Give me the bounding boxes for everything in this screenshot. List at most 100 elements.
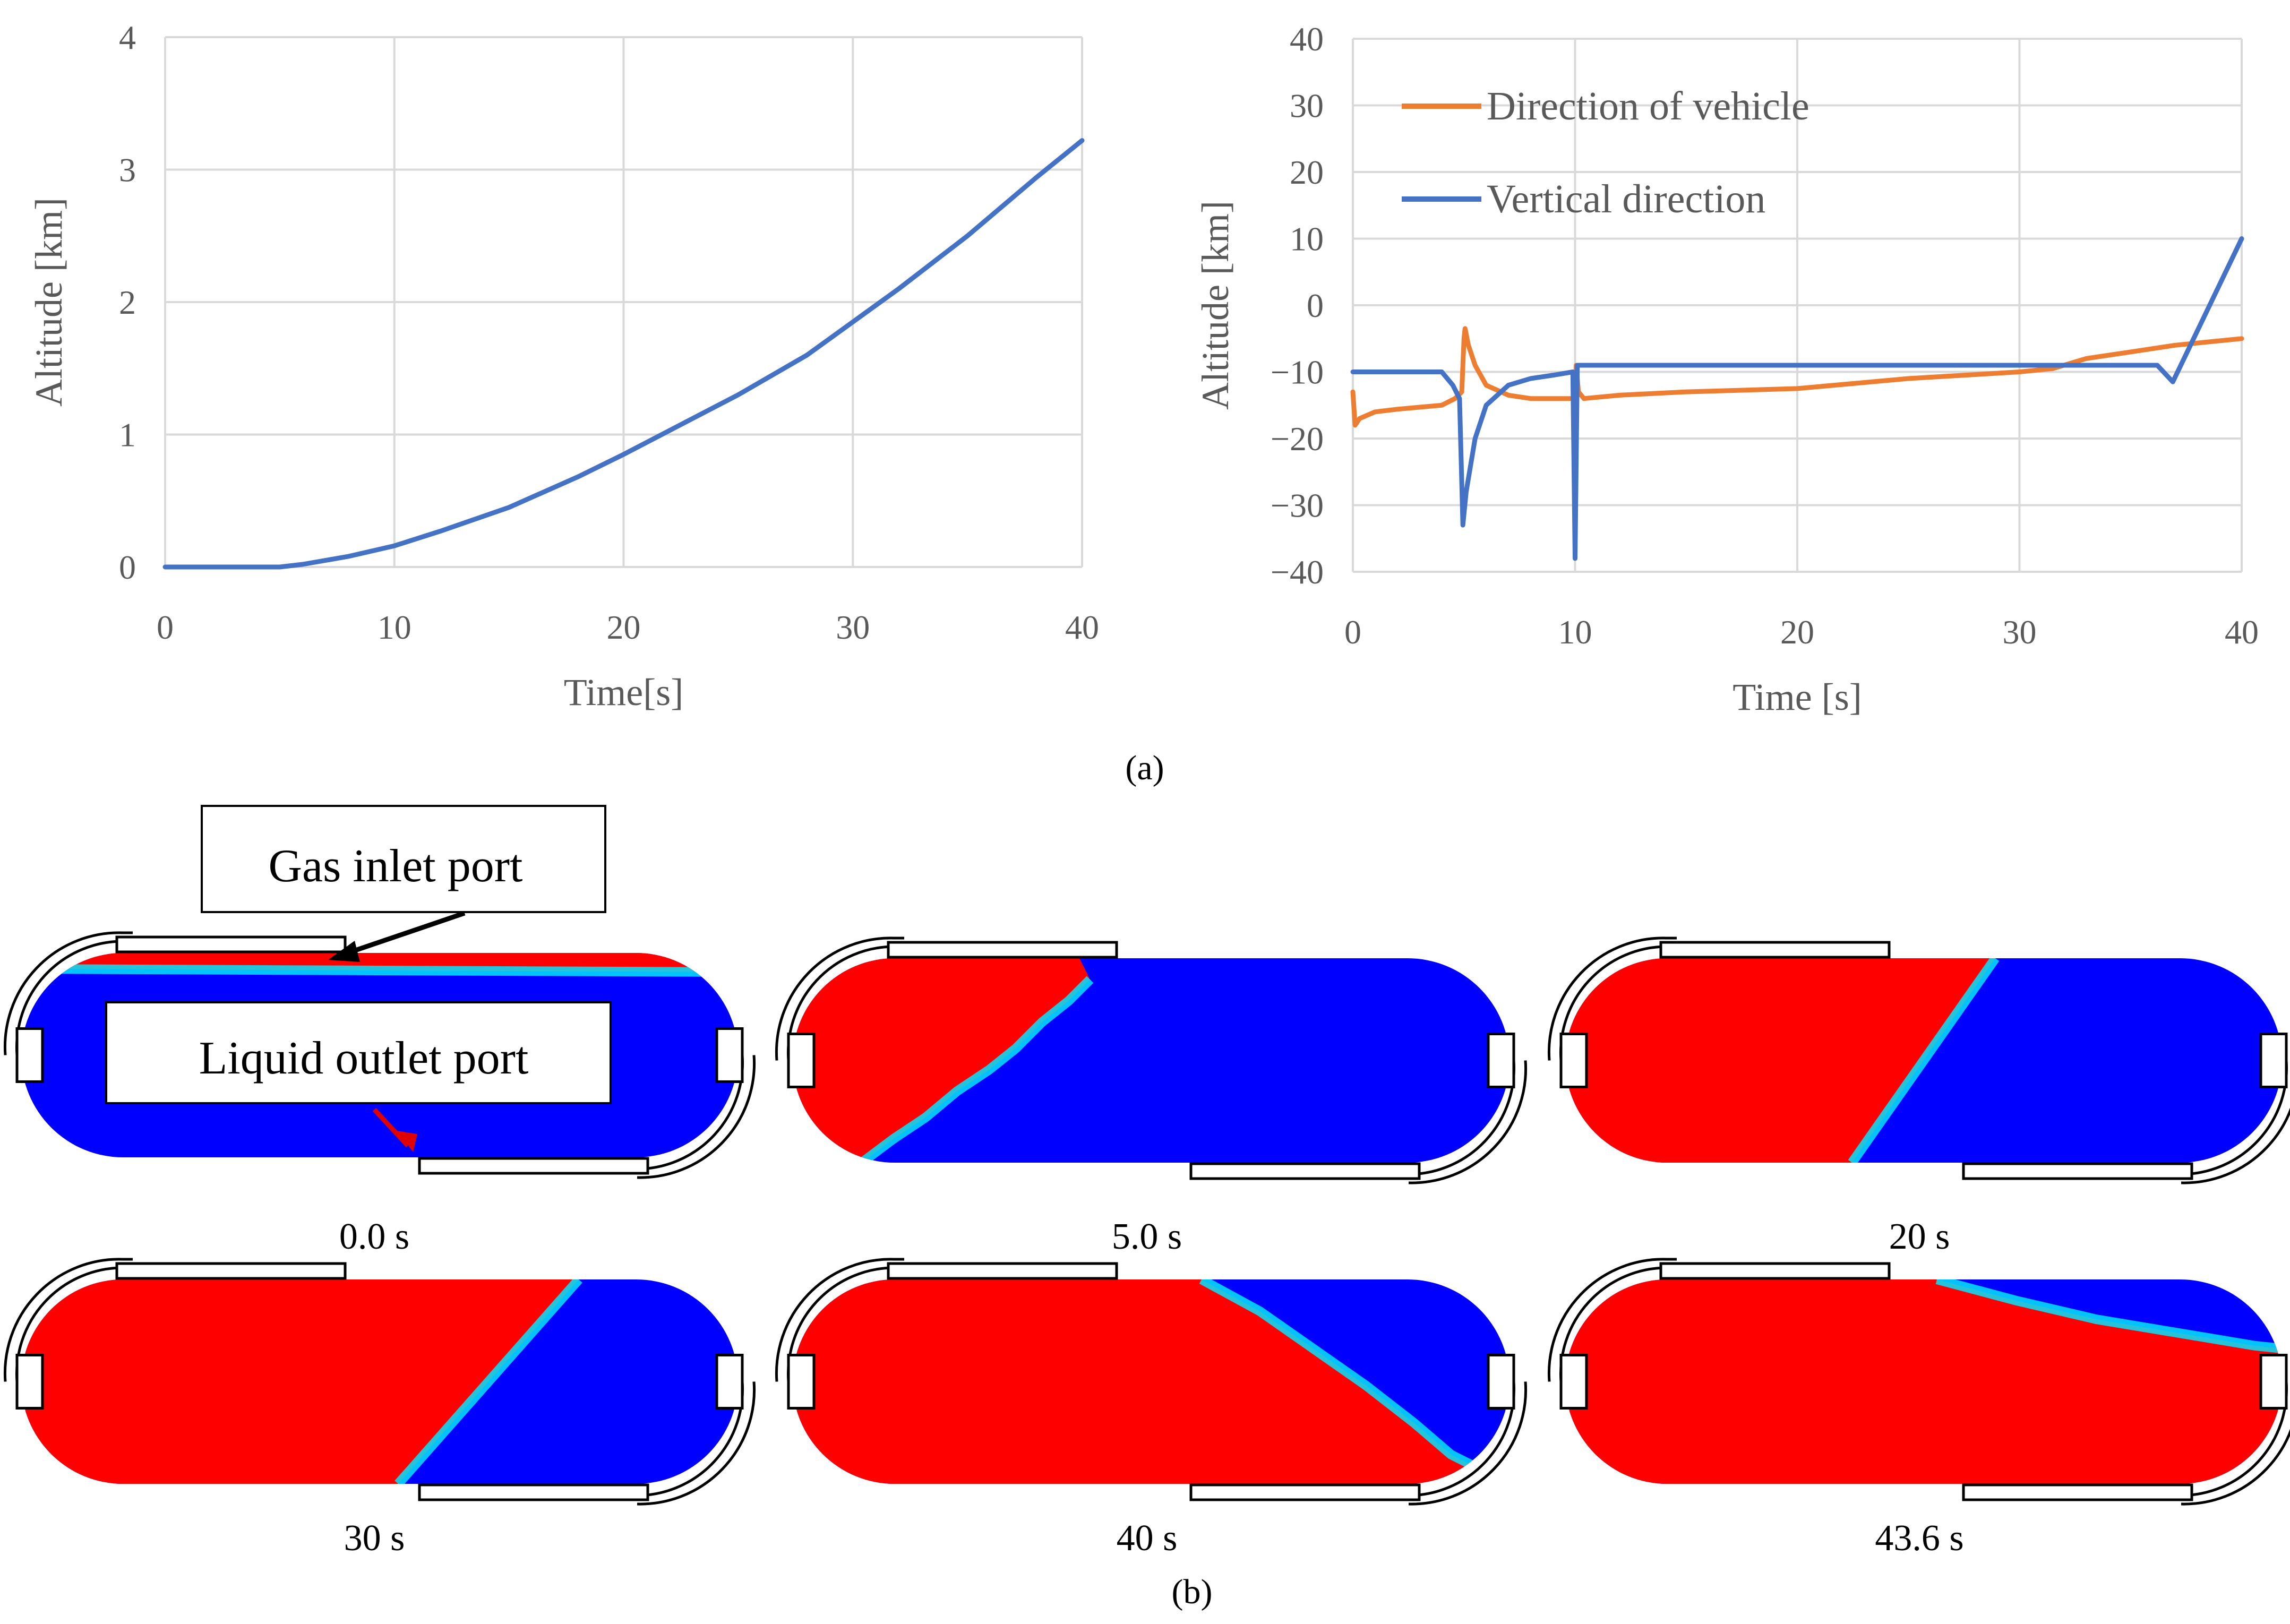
time-label-3: 30 s [344, 1518, 405, 1559]
legend-entry: Direction of vehicle [1487, 84, 1809, 128]
phase-interface [394, 1279, 582, 1484]
left-bracket [15, 1027, 44, 1083]
tank-snapshot [3, 1258, 756, 1506]
phase-interface [1199, 1279, 1509, 1484]
x-tick-label: 30 [836, 608, 870, 646]
shell-right-outer [2181, 1107, 2290, 1184]
liquid-outlet-annotation: Liquid outlet port [105, 1001, 612, 1152]
tank-fluid [1565, 958, 2282, 1163]
left-bracket [787, 1354, 816, 1410]
y-tick-label: −40 [1271, 553, 1324, 591]
liquid-outlet-plate [1189, 1483, 1421, 1501]
y-tick-label: −10 [1271, 354, 1324, 391]
y-tick-label: 2 [119, 283, 136, 321]
liquid-outlet-label: Liquid outlet port [199, 1033, 529, 1084]
right-bracket [715, 1027, 744, 1083]
y-tick-label: −20 [1271, 420, 1324, 458]
liquid-outlet-plate [1962, 1162, 2193, 1180]
tank-snapshot [775, 936, 1528, 1184]
shell-right-outer [637, 1055, 756, 1179]
y-tick-label: 10 [1290, 220, 1324, 258]
gas-region [793, 1279, 1509, 1484]
y-axis-label: Altitude [km] [1194, 201, 1237, 410]
series-line-direction-of-vehicle [1350, 326, 2244, 428]
gas-inlet-plate [115, 935, 347, 953]
tank-snapshot [775, 1258, 1528, 1506]
right-bracket [2259, 1033, 2288, 1088]
y-tick-label: 0 [1307, 287, 1324, 324]
gas-inlet-label: Gas inlet port [268, 840, 522, 892]
gas-region [793, 958, 1090, 1163]
gas-inlet-annotation: Gas inlet port [201, 805, 606, 962]
right-bracket [715, 1354, 744, 1410]
phase-interface [21, 964, 738, 977]
chart-direction: 0 10 20 30 40 40 30 20 10 0 −10 −20 −30 −40 Time [s] Al… [1194, 20, 2259, 718]
shell-right-outer [1408, 1060, 1528, 1184]
series-line-altitude [162, 138, 1085, 570]
x-tick-label: 20 [607, 608, 641, 646]
x-tick-label: 30 [2003, 613, 2037, 651]
shell-left-outer [1547, 936, 1677, 1061]
time-label-4: 40 s [1117, 1518, 1178, 1559]
x-tick-label: 40 [2225, 613, 2259, 651]
shell-left-outer [1547, 1258, 1677, 1382]
liquid-outlet-plate [1962, 1483, 2193, 1501]
y-tick-label: −30 [1271, 487, 1324, 525]
x-tick-label: 20 [1780, 613, 1814, 651]
y-tick-label: 40 [1290, 20, 1324, 58]
tank-snapshot [1547, 936, 2290, 1184]
time-label-0: 0.0 s [339, 1216, 409, 1257]
legend-entry: Vertical direction [1487, 177, 1765, 221]
x-tick-label: 10 [378, 608, 411, 646]
phase-interface [1848, 958, 2000, 1163]
x-tick-label: 40 [1065, 608, 1099, 646]
left-bracket [15, 1354, 44, 1410]
phase-interface [859, 976, 1094, 1163]
shell-left-outer [775, 936, 904, 1061]
gas-inlet-plate [115, 1262, 347, 1280]
shell-right-outer [2181, 1429, 2290, 1506]
liquid-outlet-plate [418, 1157, 649, 1175]
tank-fluid [21, 1279, 738, 1484]
shell-left-outer [3, 1258, 133, 1382]
shell-left-outer [3, 931, 133, 1055]
y-tick-label: 30 [1290, 87, 1324, 125]
right-bracket [1487, 1354, 1515, 1410]
left-bracket [787, 1033, 816, 1088]
y-axis-label: Altitude [km] [28, 197, 70, 407]
caption-a: (a) [1125, 749, 1164, 787]
left-bracket [1559, 1033, 1588, 1088]
x-axis-label: Time[s] [564, 671, 683, 714]
time-label-1: 5.0 s [1112, 1216, 1182, 1257]
right-bracket [1487, 1033, 1515, 1088]
gas-inlet-plate [887, 1262, 1118, 1280]
time-label-2: 20 s [1889, 1216, 1950, 1257]
gas-inlet-plate [887, 941, 1118, 959]
time-label-5: 43.6 s [1875, 1518, 1963, 1559]
gas-inlet-plate [1659, 1262, 1891, 1280]
tank-snapshot [1547, 1258, 2290, 1506]
tank-fluid [793, 1279, 1509, 1484]
tank-fluid [1565, 1279, 2282, 1484]
shell-right-outer [637, 1381, 756, 1506]
x-tick-label: 0 [1344, 613, 1361, 651]
x-tick-label: 0 [157, 608, 174, 646]
right-bracket [2259, 1354, 2288, 1410]
x-axis-label: Time [s] [1732, 676, 1862, 718]
caption-b: (b) [1172, 1573, 1213, 1611]
x-tick-label: 10 [1558, 613, 1592, 651]
gas-inlet-plate [1659, 941, 1891, 959]
y-tick-label: 1 [119, 416, 136, 454]
series-line-vertical-direction [1350, 236, 2244, 561]
y-tick-label: 0 [119, 548, 136, 586]
liquid-outlet-plate [1189, 1162, 1421, 1180]
tank-fluid [793, 958, 1509, 1163]
left-bracket [1559, 1354, 1588, 1410]
y-tick-label: 3 [119, 151, 136, 189]
shell-left-outer [775, 1258, 904, 1382]
gas-region [1565, 1279, 2282, 1484]
y-tick-label: 4 [119, 19, 136, 56]
phase-interface [1935, 1279, 2282, 1353]
y-tick-label: 20 [1290, 153, 1324, 191]
